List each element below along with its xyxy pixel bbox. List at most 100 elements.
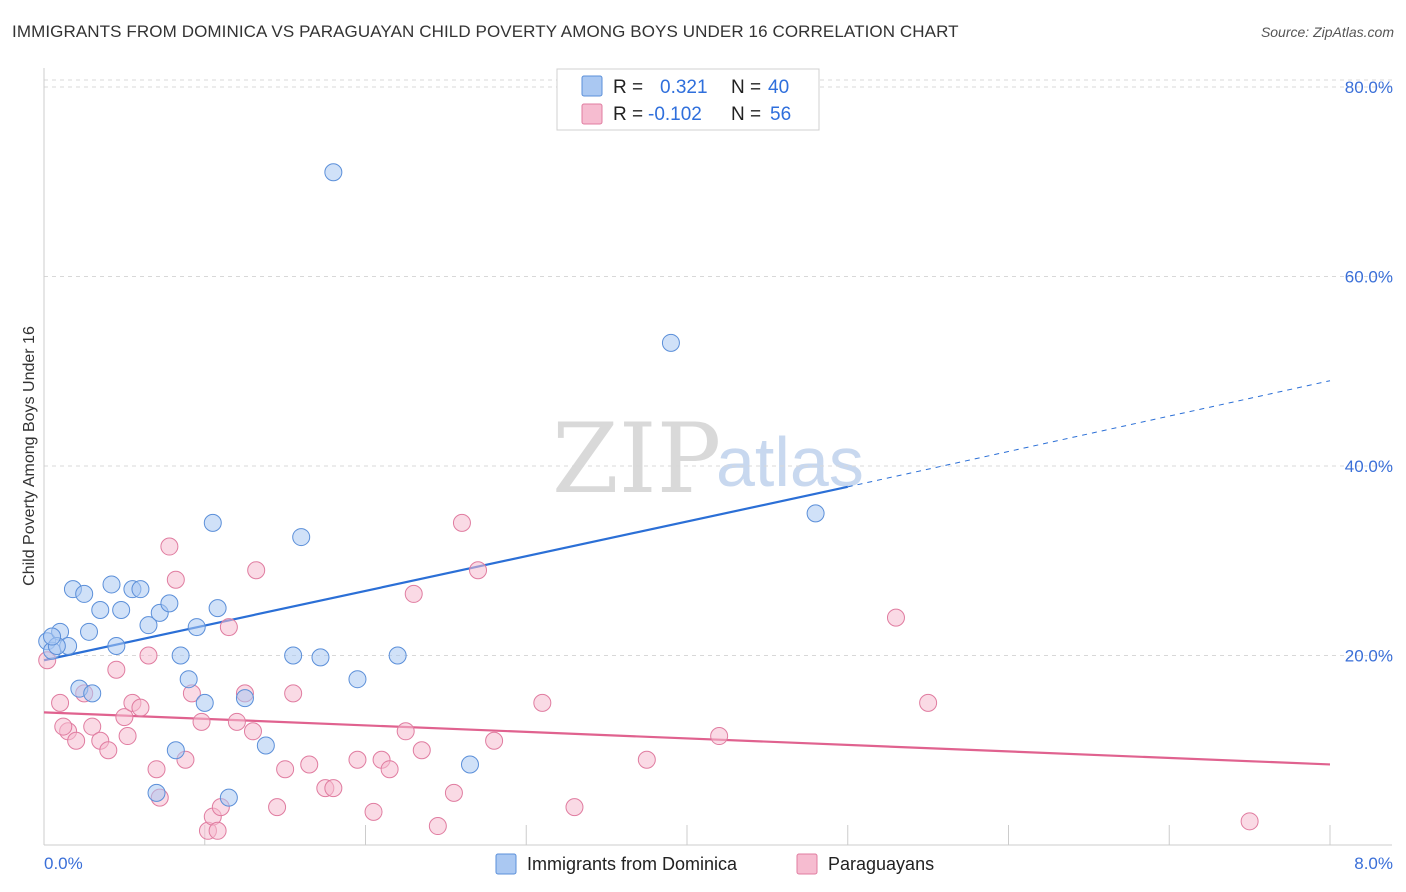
point-dominica-17 <box>179 670 198 689</box>
trend-line-dominica <box>43 485 848 662</box>
legend-swatch-pink <box>581 103 603 125</box>
point-paraguayans-43 <box>452 513 471 532</box>
point-dominica-27 <box>311 648 330 667</box>
legend-n-value-2: 56 <box>770 104 791 125</box>
series-label-paraguayans: Paraguayans <box>828 854 934 874</box>
point-paraguayans-33 <box>324 779 343 798</box>
point-paraguayans-15 <box>160 537 179 556</box>
point-dominica-21 <box>208 599 227 618</box>
data-points <box>38 163 1259 840</box>
gridlines <box>44 79 1392 656</box>
point-paraguayans-24 <box>227 712 246 731</box>
point-paraguayans-51 <box>919 693 938 712</box>
y-tick-label-20: 20.0% <box>1345 647 1393 666</box>
point-paraguayans-12 <box>139 646 158 665</box>
tick-labels: 20.0% 40.0% 60.0% 80.0% 0.0% 8.0% <box>44 78 1393 873</box>
point-dominica-22 <box>219 788 238 807</box>
point-paraguayans-3 <box>67 731 86 750</box>
point-dominica-26 <box>292 528 311 547</box>
point-paraguayans-23 <box>219 618 238 637</box>
point-paraguayans-50 <box>886 608 905 627</box>
point-paraguayans-52 <box>1240 812 1259 831</box>
series-swatch-paraguayans <box>796 853 818 875</box>
point-paraguayans-49 <box>710 727 729 746</box>
legend-r-value-2: -0.102 <box>648 104 702 125</box>
point-paraguayans-27 <box>247 561 266 580</box>
point-paraguayans-19 <box>192 712 211 731</box>
point-dominica-23 <box>235 689 254 708</box>
y-tick-label-60: 60.0% <box>1345 268 1393 287</box>
point-dominica-9 <box>112 601 131 620</box>
series-legend: Immigrants from Dominica Paraguayans <box>495 853 934 875</box>
point-paraguayans-31 <box>300 755 319 774</box>
y-axis-label: Child Poverty Among Boys Under 16 <box>21 326 38 586</box>
point-dominica-20 <box>203 513 222 532</box>
point-dominica-36 <box>107 637 126 656</box>
point-paraguayans-26 <box>243 722 262 741</box>
point-dominica-14 <box>160 594 179 613</box>
point-paraguayans-54 <box>118 727 137 746</box>
chart-title: IMMIGRANTS FROM DOMINICA VS PARAGUAYAN C… <box>12 22 959 41</box>
point-paraguayans-44 <box>469 561 488 580</box>
point-paraguayans-55 <box>208 821 227 840</box>
legend-r-label-2: R = <box>613 104 643 125</box>
watermark-zip: ZIP <box>552 403 721 515</box>
point-dominica-30 <box>388 646 407 665</box>
point-paraguayans-16 <box>166 570 185 589</box>
point-paraguayans-37 <box>380 760 399 779</box>
point-dominica-39 <box>75 584 94 603</box>
point-paraguayans-41 <box>428 817 447 836</box>
point-dominica-38 <box>43 627 62 646</box>
point-paraguayans-53 <box>54 717 73 736</box>
point-dominica-33 <box>806 504 825 523</box>
point-dominica-24 <box>256 736 275 755</box>
point-dominica-16 <box>171 646 190 665</box>
x-tick-label-min: 0.0% <box>44 854 83 873</box>
point-paraguayans-29 <box>276 760 295 779</box>
series-label-dominica: Immigrants from Dominica <box>527 854 738 874</box>
axes <box>43 68 1392 846</box>
legend-n-label-2: N = <box>731 104 761 125</box>
point-paraguayans-7 <box>99 741 118 760</box>
point-dominica-7 <box>91 601 110 620</box>
point-paraguayans-11 <box>131 698 150 717</box>
point-paraguayans-8 <box>107 660 126 679</box>
watermark-atlas: atlas <box>716 423 864 501</box>
point-dominica-37 <box>147 783 166 802</box>
point-paraguayans-1 <box>51 693 70 712</box>
point-paraguayans-38 <box>396 722 415 741</box>
legend-r-value-1: 0.321 <box>660 77 708 98</box>
point-dominica-15 <box>166 741 185 760</box>
point-paraguayans-5 <box>83 717 102 736</box>
point-paraguayans-40 <box>412 741 431 760</box>
point-paraguayans-30 <box>284 684 303 703</box>
y-tick-label-40: 40.0% <box>1345 457 1393 476</box>
point-paraguayans-42 <box>444 783 463 802</box>
point-dominica-8 <box>102 575 121 594</box>
point-dominica-11 <box>131 580 150 599</box>
point-paraguayans-35 <box>364 802 383 821</box>
stats-legend: R = 0.321 N = 40 R = -0.102 N = 56 <box>556 68 820 131</box>
point-paraguayans-39 <box>404 584 423 603</box>
legend-swatch-blue <box>581 75 603 97</box>
source-label: Source: ZipAtlas.com <box>1260 24 1394 40</box>
legend-n-value-1: 40 <box>768 77 789 98</box>
point-dominica-19 <box>195 693 214 712</box>
legend-r-label-1: R = <box>613 77 643 98</box>
point-paraguayans-28 <box>268 798 287 817</box>
point-paraguayans-34 <box>348 750 367 769</box>
point-paraguayans-9 <box>115 708 134 727</box>
legend-n-label-1: N = <box>731 77 761 98</box>
trend-lines <box>43 380 1331 766</box>
point-paraguayans-48 <box>637 750 656 769</box>
point-dominica-29 <box>348 670 367 689</box>
x-tick-label-max: 8.0% <box>1354 854 1393 873</box>
point-dominica-12 <box>139 616 158 635</box>
series-swatch-dominica <box>495 853 517 875</box>
point-paraguayans-13 <box>147 760 166 779</box>
trend-line-dominica-extension <box>847 380 1331 488</box>
point-paraguayans-46 <box>533 693 552 712</box>
point-dominica-28 <box>324 163 343 182</box>
trend-line-paraguayans <box>43 711 1331 766</box>
